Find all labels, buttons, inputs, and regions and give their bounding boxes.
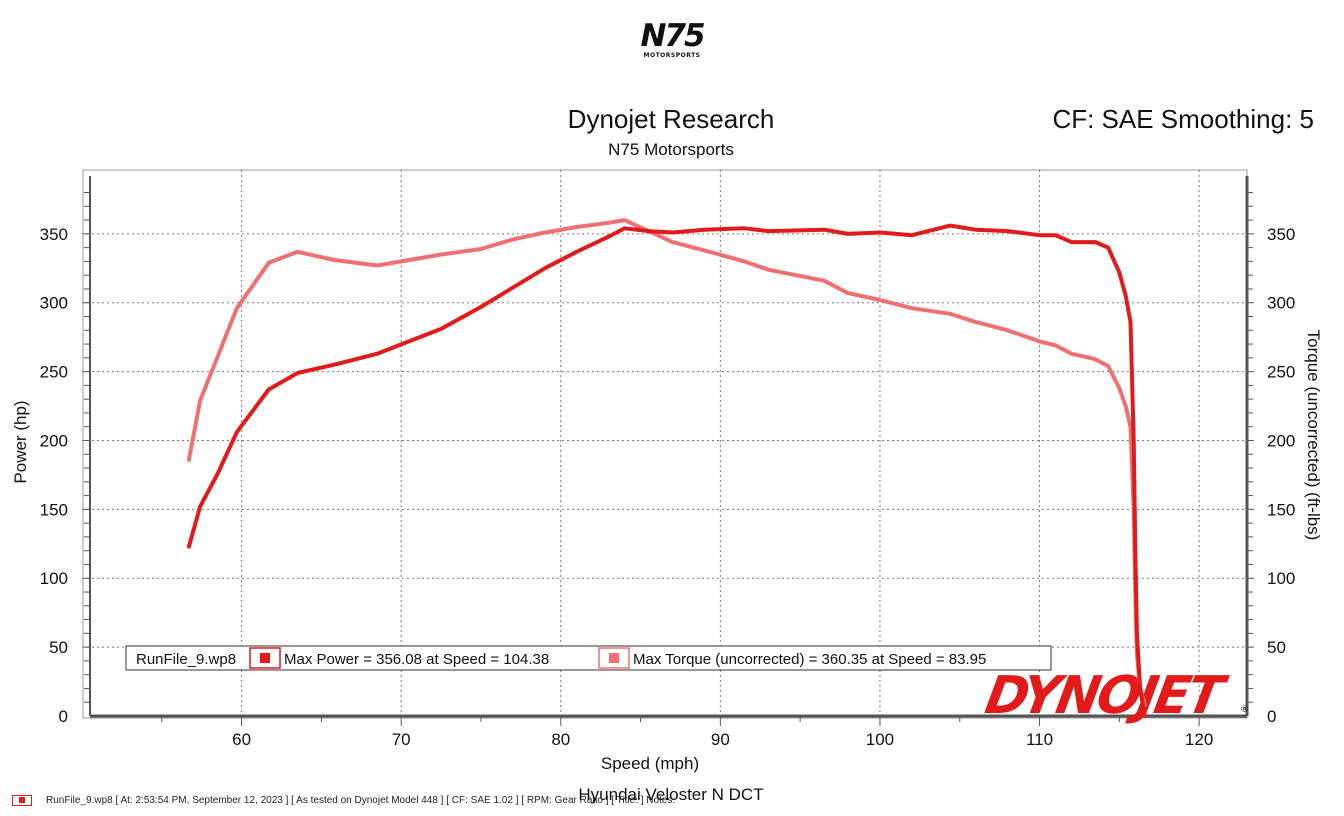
y-tick-label: 0	[59, 707, 68, 726]
legend-torque-swatch	[609, 653, 619, 663]
caption: Hyundai Veloster N DCT	[578, 785, 763, 804]
legend: RunFile_9.wp8 Max Power = 356.08 at Spee…	[125, 645, 1052, 671]
y-tick-label: 300	[40, 294, 68, 313]
legend-torque-swatch-frame	[598, 647, 630, 669]
legend-power-label: Max Power = 356.08 at Speed = 104.38	[284, 651, 549, 668]
footer-run-text: RunFile_9.wp8 [ At: 2:53:54 PM, Septembe…	[46, 794, 676, 806]
y-tick-label: 100	[40, 569, 68, 588]
power-series-line	[186, 223, 1147, 718]
y-tick-label: 350	[40, 225, 68, 244]
footer-run-swatch	[12, 794, 32, 806]
x-tick-label: 70	[392, 730, 411, 749]
n75-motorsports-logo: N75 MOTORSPORTS	[636, 20, 708, 64]
y2-tick-label: 350	[1267, 225, 1295, 244]
y2-tick-label: 250	[1267, 363, 1295, 382]
run-info-footer: RunFile_9.wp8 [ At: 2:53:54 PM, Septembe…	[12, 792, 675, 808]
y2-tick-label: 200	[1267, 431, 1295, 450]
cf-smoothing-label: CF: SAE Smoothing: 5	[1052, 104, 1314, 134]
y2-tick-label: 300	[1267, 294, 1295, 313]
y2-tick-labels: 0 50 100 150 200 250 300 350	[1267, 225, 1295, 726]
logo-sub-text: MOTORSPORTS	[643, 52, 701, 59]
x-tick-label: 90	[711, 730, 730, 749]
legend-torque-label: Max Torque (uncorrected) = 360.35 at Spe…	[633, 651, 986, 668]
registered-mark: ®	[1240, 705, 1249, 715]
y2-axis-label: Torque (uncorrected) (ft-lbs)	[1304, 330, 1323, 541]
x-tick-label: 100	[866, 730, 894, 749]
y2-tick-label: 0	[1267, 707, 1276, 726]
y2-tick-label: 100	[1267, 569, 1295, 588]
x-axis-label: Speed (mph)	[601, 754, 699, 773]
dynojet-logo: DYNOJET	[981, 665, 1233, 726]
x-tick-label: 110	[1026, 730, 1053, 749]
y-tick-label: 150	[40, 500, 68, 519]
logo-main-text: N75	[640, 18, 705, 54]
legend-run-file: RunFile_9.wp8	[136, 651, 236, 668]
y-tick-label: 200	[40, 431, 68, 450]
y2-tick-label: 50	[1267, 638, 1286, 657]
legend-power-swatch	[260, 653, 270, 663]
torque-series-line	[186, 218, 1147, 707]
plot-area	[82, 169, 1248, 719]
x-tick-label: 120	[1185, 730, 1213, 749]
y-tick-label: 250	[40, 363, 68, 382]
y-tick-labels: 0 50 100 150 200 250 300 350	[40, 225, 68, 726]
chart-subtitle: N75 Motorsports	[608, 140, 734, 159]
chart-title: Dynojet Research	[568, 104, 775, 134]
legend-power-swatch-frame	[249, 647, 281, 669]
series-group	[186, 218, 1147, 718]
y-axis-label: Power (hp)	[11, 400, 30, 483]
x-tick-label: 80	[551, 730, 570, 749]
y-tick-label: 50	[49, 638, 68, 657]
y2-tick-label: 150	[1267, 500, 1295, 519]
x-tick-labels: 60 70 80 90 100 110 120	[232, 730, 1213, 749]
x-tick-label: 60	[232, 730, 251, 749]
